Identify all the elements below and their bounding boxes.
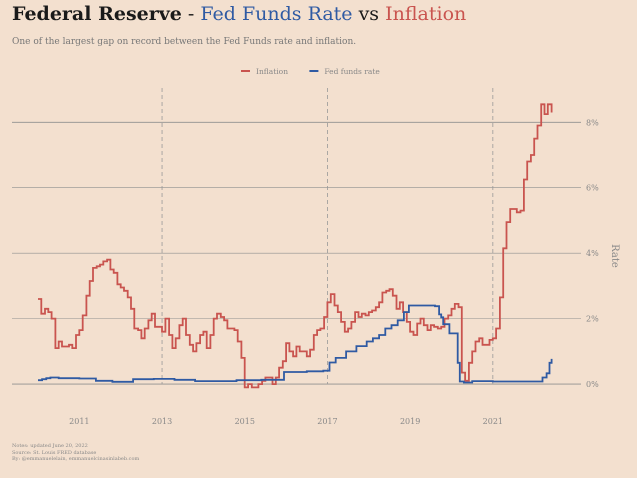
y-tick-label: 8%: [586, 118, 599, 127]
y-tick-label: 6%: [586, 184, 599, 193]
title-federal-reserve: Federal Reserve: [12, 3, 182, 25]
y-tick-label: 2%: [586, 315, 599, 324]
x-tick-label: 2015: [235, 417, 255, 426]
x-tick-label: 2011: [69, 417, 89, 426]
x-tick-label: 2021: [483, 417, 503, 426]
title-fed-funds-rate: Fed Funds Rate: [200, 3, 353, 25]
footnote-line-source: Source: St. Louis FRED database: [12, 449, 97, 456]
footnote-line-notes: Notes: updated June 20, 2022: [12, 443, 88, 449]
y-tick-label: 4%: [586, 249, 599, 258]
title-separator-2: vs: [352, 3, 386, 25]
chart-title: Federal Reserve - Fed Funds Rate vs Infl…: [12, 3, 466, 25]
title-inflation: Inflation: [385, 3, 467, 25]
chart-subtitle: One of the largest gap on record between…: [12, 37, 357, 47]
footnote: Notes: updated June 20, 2022 Source: St.…: [12, 443, 139, 463]
footnote-line-author: By: @emmanuelelain, emmanuelcinasinlabeb…: [12, 456, 140, 462]
x-tick-label: 2019: [400, 417, 420, 426]
series-line-fed-funds-rate: [38, 304, 553, 384]
title-separator-1: -: [181, 3, 201, 25]
x-tick-label: 2013: [152, 417, 172, 426]
y-tick-label: 0%: [586, 380, 599, 389]
legend-label-inflation: Inflation: [256, 67, 288, 76]
x-tick-label: 2017: [317, 417, 337, 426]
series-line-inflation: [38, 103, 553, 389]
legend-label-fed-funds-rate: Fed funds rate: [324, 67, 380, 76]
y-axis-label: Rate: [609, 244, 620, 268]
